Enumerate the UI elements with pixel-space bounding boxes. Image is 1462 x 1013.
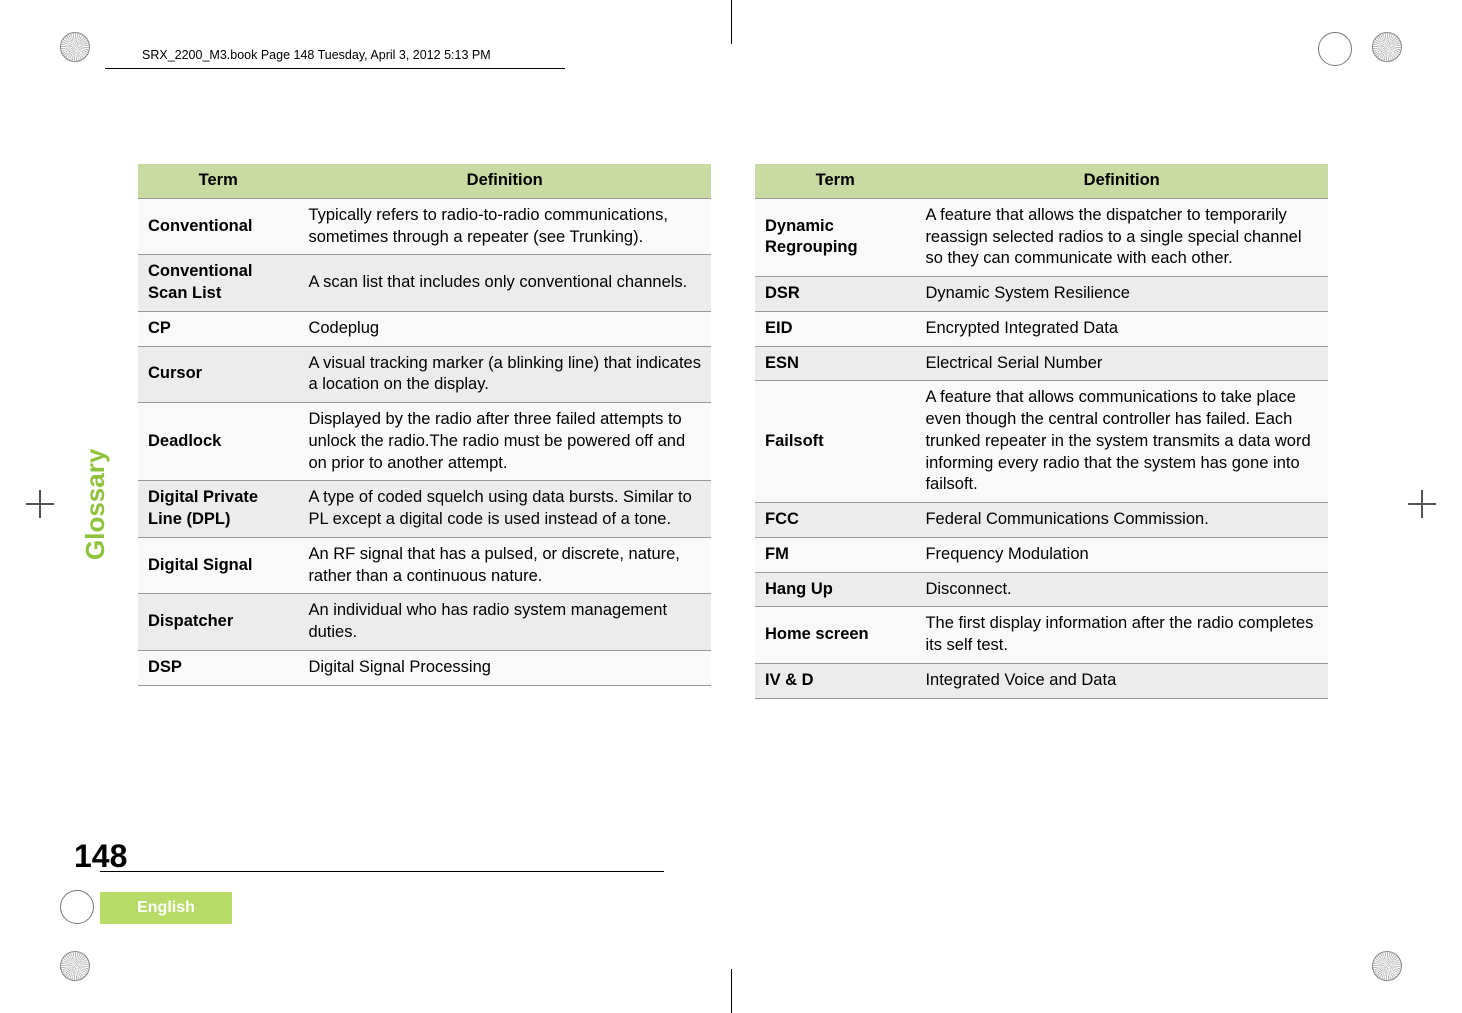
table-row: DSPDigital Signal Processing [138,651,711,686]
definition-cell: An RF signal that has a pulsed, or discr… [298,537,711,594]
table-row: IV & DIntegrated Voice and Data [755,664,1328,699]
section-label: Glossary [80,449,111,560]
header-rule [105,68,565,69]
term-cell: Dispatcher [138,594,298,651]
language-badge: English [100,892,232,924]
table-row: Hang UpDisconnect. [755,572,1328,607]
registration-circle-bl [60,951,90,981]
definition-cell: An individual who has radio system manag… [298,594,711,651]
definition-cell: Federal Communications Commission. [915,503,1328,538]
term-cell: Deadlock [138,403,298,481]
right-column: Term Definition Dynamic RegroupingA feat… [755,164,1328,784]
term-cell: Conventional Scan List [138,255,298,312]
glossary-table-right: Term Definition Dynamic RegroupingA feat… [755,164,1328,699]
table-row: EIDEncrypted Integrated Data [755,311,1328,346]
definition-cell: Integrated Voice and Data [915,664,1328,699]
table-row: CPCodeplug [138,311,711,346]
definition-cell: A feature that allows communications to … [915,381,1328,503]
definition-cell: A scan list that includes only conventio… [298,255,711,312]
left-column: Term Definition ConventionalTypically re… [138,164,711,784]
term-cell: Home screen [755,607,915,664]
definition-cell: The first display information after the … [915,607,1328,664]
content-columns: Term Definition ConventionalTypically re… [138,164,1328,784]
table-row: ConventionalTypically refers to radio-to… [138,198,711,255]
definition-cell: Disconnect. [915,572,1328,607]
table-row: DispatcherAn individual who has radio sy… [138,594,711,651]
table-row: FMFrequency Modulation [755,537,1328,572]
table-row: DeadlockDisplayed by the radio after thr… [138,403,711,481]
crop-cross-left [26,490,54,518]
header-meta-text: SRX_2200_M3.book Page 148 Tuesday, April… [142,48,491,62]
term-cell: Dynamic Regrouping [755,198,915,276]
crop-cross-right [1408,490,1436,518]
table-row: FailsoftA feature that allows communicat… [755,381,1328,503]
definition-cell: A type of coded squelch using data burst… [298,481,711,538]
term-cell: ESN [755,346,915,381]
definition-cell: Codeplug [298,311,711,346]
definition-cell: A visual tracking marker (a blinking lin… [298,346,711,403]
footer-rule [100,871,664,872]
registration-circle-tl [60,32,90,62]
th-term: Term [755,164,915,198]
ring-icon-tr [1318,32,1352,66]
table-row: Conventional Scan ListA scan list that i… [138,255,711,312]
table-row: CursorA visual tracking marker (a blinki… [138,346,711,403]
term-cell: Digital Private Line (DPL) [138,481,298,538]
table-header-row: Term Definition [138,164,711,198]
term-cell: DSR [755,277,915,312]
term-cell: FM [755,537,915,572]
table-row: Digital SignalAn RF signal that has a pu… [138,537,711,594]
term-cell: Digital Signal [138,537,298,594]
definition-cell: Frequency Modulation [915,537,1328,572]
registration-circle-tr [1372,32,1402,62]
term-cell: EID [755,311,915,346]
term-cell: Conventional [138,198,298,255]
table-row: Dynamic RegroupingA feature that allows … [755,198,1328,276]
table-header-row: Term Definition [755,164,1328,198]
registration-circle-br [1372,951,1402,981]
term-cell: CP [138,311,298,346]
th-term: Term [138,164,298,198]
table-row: DSRDynamic System Resilience [755,277,1328,312]
glossary-table-left: Term Definition ConventionalTypically re… [138,164,711,686]
table-row: Digital Private Line (DPL)A type of code… [138,481,711,538]
th-definition: Definition [915,164,1328,198]
definition-cell: A feature that allows the dispatcher to … [915,198,1328,276]
term-cell: FCC [755,503,915,538]
term-cell: Hang Up [755,572,915,607]
ring-icon-bl [60,890,94,924]
definition-cell: Dynamic System Resilience [915,277,1328,312]
term-cell: Failsoft [755,381,915,503]
definition-cell: Displayed by the radio after three faile… [298,403,711,481]
page-number: 148 [74,838,127,875]
table-row: Home screenThe first display information… [755,607,1328,664]
definition-cell: Electrical Serial Number [915,346,1328,381]
definition-cell: Digital Signal Processing [298,651,711,686]
table-row: FCCFederal Communications Commission. [755,503,1328,538]
term-cell: DSP [138,651,298,686]
fold-mark-bottom [731,969,732,1013]
term-cell: IV & D [755,664,915,699]
fold-mark-top [731,0,732,44]
th-definition: Definition [298,164,711,198]
definition-cell: Typically refers to radio-to-radio commu… [298,198,711,255]
definition-cell: Encrypted Integrated Data [915,311,1328,346]
term-cell: Cursor [138,346,298,403]
table-row: ESNElectrical Serial Number [755,346,1328,381]
